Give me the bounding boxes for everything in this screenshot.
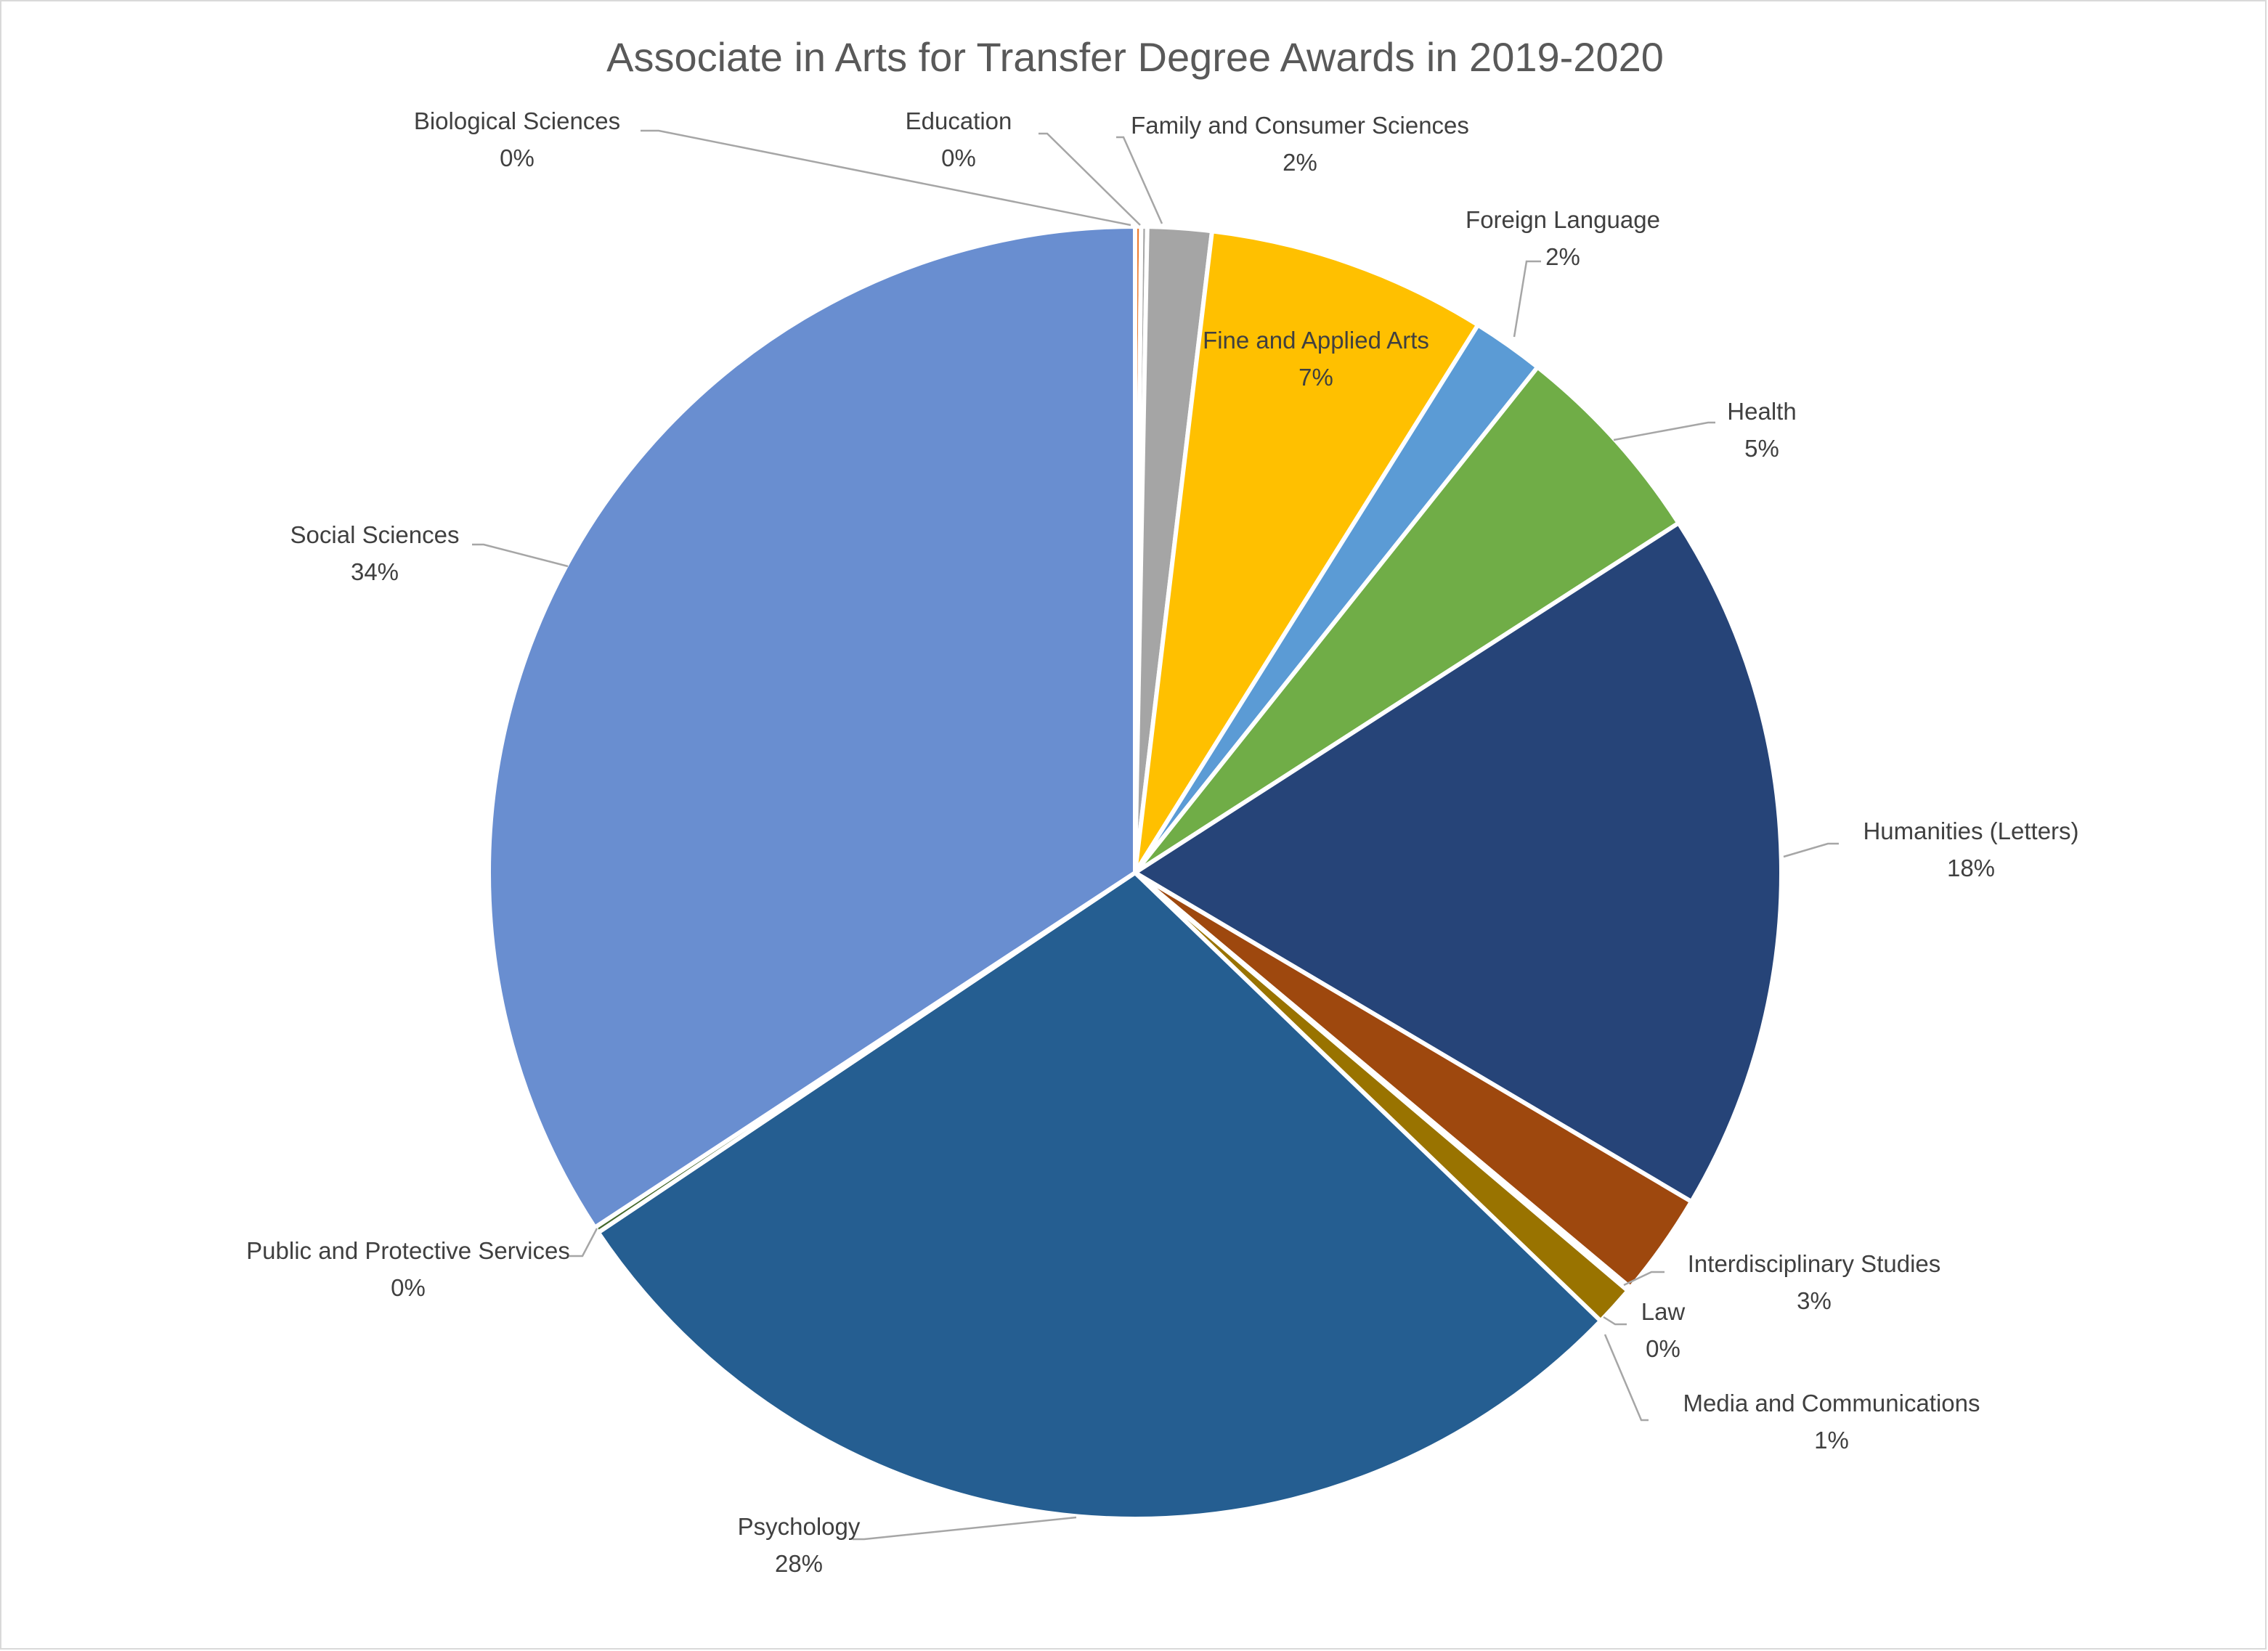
slice-percent-psychology: 28% — [775, 1550, 823, 1577]
leader-line-biological-sciences — [641, 129, 1131, 227]
leader-line-health — [1613, 421, 1715, 441]
leader-line-psychology — [853, 1516, 1077, 1541]
leader-line-humanities-letters — [1783, 842, 1839, 858]
leader-line-family-and-consumer-sciences — [1116, 136, 1163, 224]
leader-lines — [472, 129, 1839, 1541]
slice-label-biological-sciences: Biological Sciences — [414, 107, 620, 134]
leader-line-education — [1039, 132, 1141, 226]
slice-percent-public-and-protective-services: 0% — [391, 1274, 426, 1301]
leader-line-foreign-language — [1513, 260, 1541, 338]
slice-percent-humanities-letters: 18% — [1947, 855, 1995, 881]
slice-percent-law: 0% — [1646, 1335, 1680, 1362]
slice-label-education: Education — [906, 107, 1012, 134]
slice-percent-education: 0% — [941, 144, 976, 171]
slice-percent-fine-and-applied-arts: 7% — [1298, 364, 1333, 391]
slice-label-psychology: Psychology — [738, 1513, 861, 1540]
pie-slice-fine-and-applied-arts — [1133, 228, 1481, 874]
slice-label-foreign-language: Foreign Language — [1466, 206, 1660, 233]
pie-slice-humanities-letters — [1131, 520, 1784, 1205]
slice-label-fine-and-applied-arts: Fine and Applied Arts — [1203, 327, 1429, 354]
slice-label-public-and-protective-services: Public and Protective Services — [246, 1237, 570, 1264]
leader-line-public-and-protective-services — [569, 1228, 598, 1257]
slice-percent-social-sciences: 34% — [351, 558, 399, 585]
slice-label-social-sciences: Social Sciences — [290, 521, 460, 548]
chart-title: Associate in Arts for Transfer Degree Aw… — [606, 34, 1664, 80]
slice-label-family-and-consumer-sciences: Family and Consumer Sciences — [1131, 112, 1469, 139]
data-labels: Biological Sciences 0% Education 0% Family a… — [246, 107, 2078, 1577]
leader-line-law — [1603, 1316, 1627, 1326]
slice-percent-foreign-language: 2% — [1545, 243, 1580, 270]
slice-percent-health: 5% — [1744, 435, 1779, 462]
slice-percent-interdisciplinary-studies: 3% — [1797, 1287, 1832, 1314]
slice-percent-family-and-consumer-sciences: 2% — [1283, 149, 1317, 176]
slice-percent-biological-sciences: 0% — [500, 144, 535, 171]
slice-label-interdisciplinary-studies: Interdisciplinary Studies — [1688, 1250, 1941, 1277]
leader-line-social-sciences — [472, 543, 569, 568]
slice-label-humanities-letters: Humanities (Letters) — [1863, 818, 2078, 844]
leader-line-interdisciplinary-studies — [1623, 1271, 1665, 1287]
leader-line-media-and-communications — [1604, 1334, 1649, 1422]
slice-label-law: Law — [1641, 1298, 1686, 1325]
slice-percent-media-and-communications: 1% — [1814, 1427, 1849, 1454]
pie-slices — [487, 224, 1784, 1521]
slice-label-media-and-communications: Media and Communications — [1683, 1390, 1980, 1416]
slice-label-health: Health — [1727, 398, 1796, 425]
pie-slice-psychology — [595, 870, 1604, 1521]
